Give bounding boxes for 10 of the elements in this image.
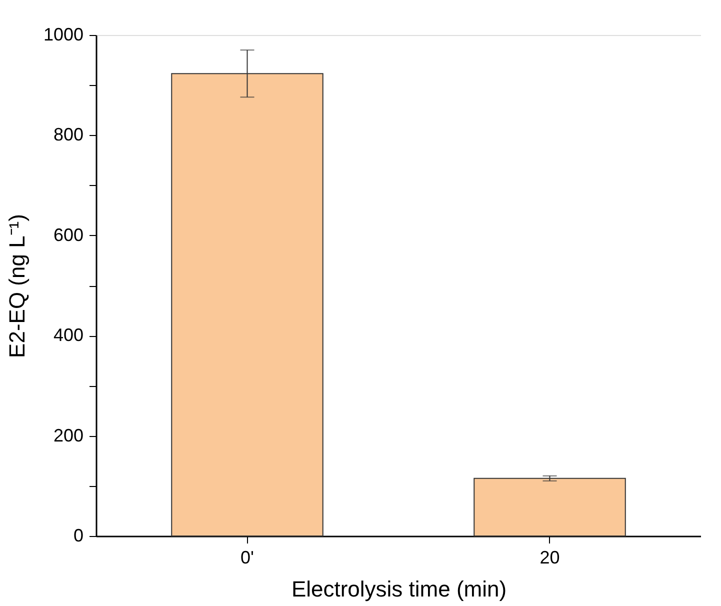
y-tick-label: 0	[73, 526, 84, 546]
x-tick-label: 20	[540, 548, 560, 568]
x-axis-title: Electrolysis time (min)	[291, 576, 507, 602]
y-tick-label: 800	[53, 124, 84, 145]
y-axis-title: E2-EQ (ng L⁻¹)	[4, 214, 30, 358]
y-tick-label: 200	[53, 425, 84, 446]
y-tick-label: 400	[53, 325, 84, 346]
y-tick-label: 600	[53, 224, 84, 245]
y-tick-label: 1000	[43, 24, 84, 44]
x-tick-label: 0'	[240, 548, 254, 568]
